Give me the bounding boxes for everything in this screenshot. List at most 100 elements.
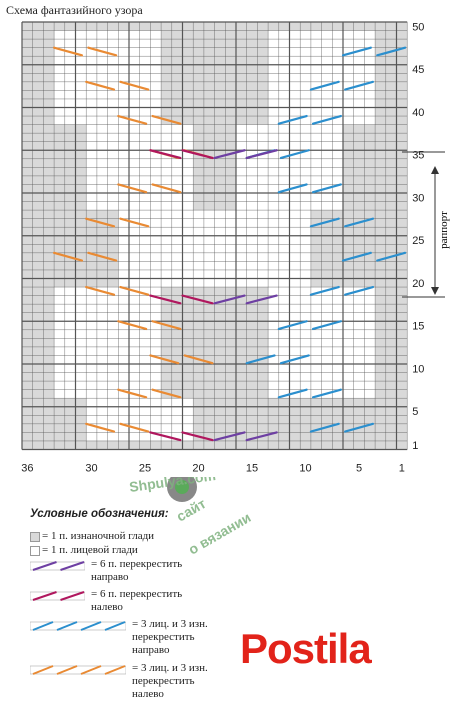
cross-mark xyxy=(181,149,214,160)
x-axis-ticks: 36 30 25 20 15 10 5 1 xyxy=(21,463,405,475)
cross-mark xyxy=(119,422,150,433)
cross-mark xyxy=(85,285,116,296)
cross-mark xyxy=(52,251,84,262)
legend-line xyxy=(32,561,57,571)
x-tick-label: 25 xyxy=(139,463,151,475)
orange-cross-icon xyxy=(30,665,126,675)
legend-text: = 1 п. изнаночной глади xyxy=(42,530,155,542)
cross-mark xyxy=(213,149,246,160)
cross-mark xyxy=(87,46,118,57)
legend-item-magenta: = 6 п. перекрестить налево xyxy=(30,588,182,618)
legend-line xyxy=(80,621,102,631)
cross-mark xyxy=(311,320,342,331)
legend-line xyxy=(104,621,126,631)
magenta-cross-icon xyxy=(30,591,85,601)
legend-line xyxy=(104,665,126,675)
legend-cells xyxy=(30,591,85,601)
cross-mark xyxy=(376,46,407,57)
cross-mark xyxy=(149,354,180,365)
cross-mark xyxy=(117,320,148,331)
cross-mark xyxy=(149,149,182,160)
knitting-chart: 50 45 40 35 30 25 20 15 10 5 1 36 30 25 20 15 10 5 1 рапп… xyxy=(21,21,450,475)
y-tick-label: 25 xyxy=(412,235,424,247)
cross-mark xyxy=(341,46,372,57)
cross-mark xyxy=(119,80,150,91)
legend-cells xyxy=(30,665,126,675)
cross-mark xyxy=(309,217,340,228)
cross-mark xyxy=(213,294,246,305)
legend-line xyxy=(56,665,78,675)
x-tick-label: 20 xyxy=(192,463,204,475)
cross-mark xyxy=(181,431,214,442)
cross-mark xyxy=(311,114,342,125)
cross-mark xyxy=(151,183,182,194)
cross-mark xyxy=(151,114,182,125)
cross-mark xyxy=(277,183,308,194)
cross-mark xyxy=(279,354,310,365)
legend-item-blue: = 3 лиц. и 3 изн. перекрестить направо xyxy=(30,618,208,662)
y-axis-ticks: 50 45 40 35 30 25 20 15 10 5 1 xyxy=(412,21,424,452)
cross-mark xyxy=(277,320,308,331)
cross-mark xyxy=(309,80,340,91)
cross-mark xyxy=(117,388,148,399)
cross-mark xyxy=(119,285,150,296)
purple-cross-icon xyxy=(30,561,85,571)
chart-gridlines xyxy=(21,21,408,451)
cross-mark xyxy=(344,80,375,91)
x-tick-label: 36 xyxy=(21,463,33,475)
cross-mark xyxy=(279,149,310,160)
x-tick-label: 1 xyxy=(399,463,405,475)
legend-text: = 6 п. перекрестить направо xyxy=(91,558,183,583)
y-tick-label: 15 xyxy=(412,321,424,333)
legend-line xyxy=(32,591,57,601)
cross-mark xyxy=(309,422,340,433)
cross-mark xyxy=(149,294,182,305)
gray-swatch xyxy=(30,532,40,542)
cross-mark xyxy=(309,285,340,296)
legend-item-purl: = 1 п. изнаночной глади xyxy=(30,530,169,544)
cross-stitch-marks xyxy=(52,46,407,442)
repeat-arrow-up-icon xyxy=(431,166,439,174)
cross-mark xyxy=(213,431,246,442)
y-tick-label: 40 xyxy=(412,107,424,119)
legend-cells xyxy=(30,561,85,571)
cross-mark xyxy=(376,251,407,262)
cross-mark xyxy=(85,422,116,433)
cross-mark xyxy=(277,114,308,125)
legend-item-knit: = 1 п. лицевой глади xyxy=(30,544,169,558)
cross-mark xyxy=(183,354,214,365)
cross-mark xyxy=(149,431,182,442)
yarn-spool-center xyxy=(175,480,189,494)
cross-mark xyxy=(341,251,372,262)
legend-line xyxy=(56,621,78,631)
y-tick-label: 5 xyxy=(412,406,418,418)
cross-mark xyxy=(151,388,182,399)
y-tick-label: 1 xyxy=(412,440,418,452)
chart-title: Схема фантазийного узора xyxy=(6,3,143,17)
y-tick-label: 30 xyxy=(412,192,424,204)
legend-line xyxy=(60,591,85,601)
legend-text: = 3 лиц. и 3 изн. перекрестить направо xyxy=(132,618,208,656)
x-tick-label: 10 xyxy=(299,463,311,475)
cross-mark xyxy=(311,183,342,194)
legend-header: Условные обозначения: xyxy=(30,508,169,520)
cross-mark xyxy=(85,217,116,228)
x-tick-label: 15 xyxy=(246,463,258,475)
cross-mark xyxy=(151,320,182,331)
legend-text: = 1 п. лицевой глади xyxy=(42,544,138,556)
postila-logo: Postila xyxy=(240,625,372,672)
legend-text: = 3 лиц. и 3 изн. перекрестить налево xyxy=(132,662,208,700)
repeat-arrow-down-icon xyxy=(431,287,439,295)
repeat-label: раппорт xyxy=(438,211,450,249)
repeat-marker: раппорт xyxy=(402,151,450,298)
cross-mark xyxy=(85,80,116,91)
cross-mark xyxy=(245,294,278,305)
cross-mark xyxy=(117,183,148,194)
cross-mark xyxy=(344,217,375,228)
legend-text: = 6 п. перекрестить налево xyxy=(91,588,183,613)
legend: Условные обозначения: = 1 п. изнаночной … xyxy=(30,508,208,706)
legend-line xyxy=(60,561,85,571)
cross-mark xyxy=(87,251,118,262)
legend-cross-marks: = 6 п. перекрестить направо = 6 п. перекре… xyxy=(30,558,208,706)
cross-mark xyxy=(119,217,150,228)
